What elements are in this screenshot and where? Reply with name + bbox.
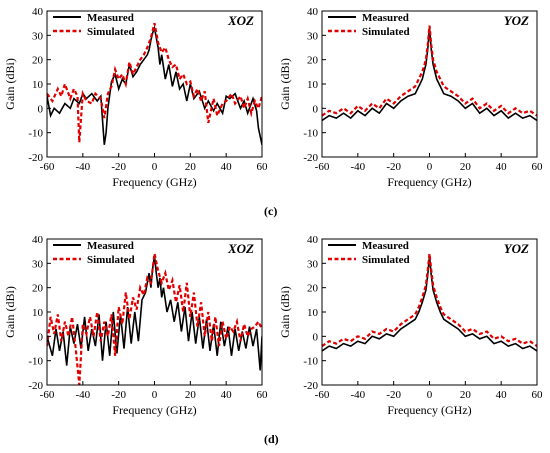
x-axis-label: Frequency (GHz) bbox=[112, 403, 196, 417]
y-tick-label: 20 bbox=[32, 283, 44, 295]
chart-title: YOZ bbox=[504, 13, 529, 28]
y-tick-label: 40 bbox=[32, 6, 44, 18]
y-axis-label: Gain (dBi) bbox=[3, 58, 17, 110]
series-simulated-line bbox=[47, 253, 262, 385]
x-tick-label: -60 bbox=[315, 389, 330, 401]
y-tick-label: 40 bbox=[32, 234, 44, 246]
chart-c-yoz-svg: -60 -40 -20 0 20 40 60 -20 -10 0 10 20 30 40 Frequency… bbox=[278, 6, 544, 189]
y-tick-label: 20 bbox=[32, 55, 44, 67]
y-tick-label: 10 bbox=[307, 307, 319, 319]
x-tick-label: 60 bbox=[257, 389, 269, 401]
series-measured-line bbox=[47, 255, 262, 371]
y-tick-label: -10 bbox=[28, 128, 43, 140]
x-tick-label: 40 bbox=[496, 389, 508, 401]
chart-d-xoz: -60 -40 -20 0 20 40 60 -20 -10 0 10 20 30 40 Frequency… bbox=[0, 228, 275, 428]
x-tick-label: 0 bbox=[427, 161, 433, 173]
x-tick-label: 0 bbox=[152, 389, 158, 401]
legend-label-measured: Measured bbox=[87, 12, 134, 24]
y-axis-label: Gain (dBi) bbox=[3, 286, 17, 338]
x-tick-label: 40 bbox=[221, 389, 233, 401]
y-tick-label: 0 bbox=[313, 331, 319, 343]
x-axis-label: Frequency (GHz) bbox=[387, 403, 471, 417]
y-tick-label: 30 bbox=[307, 258, 319, 270]
series-measured-line bbox=[322, 27, 537, 122]
y-tick-label: 10 bbox=[307, 79, 319, 91]
x-tick-label: -40 bbox=[75, 389, 90, 401]
x-tick-label: -60 bbox=[40, 161, 55, 173]
y-tick-label: -20 bbox=[303, 152, 318, 164]
x-axis-label: Frequency (GHz) bbox=[112, 175, 196, 189]
series-measured-line bbox=[47, 24, 262, 145]
chart-c-xoz-svg: -60 -40 -20 0 20 40 60 -20 -10 0 10 20 30 40 Frequency… bbox=[3, 6, 269, 189]
y-tick-label: 10 bbox=[32, 79, 44, 91]
chart-title: XOZ bbox=[227, 13, 254, 28]
y-tick-label: 40 bbox=[307, 234, 319, 246]
y-tick-label: 0 bbox=[313, 103, 319, 115]
chart-d-yoz: -60 -40 -20 0 20 40 60 -20 -10 0 10 20 30 40 Frequency… bbox=[275, 228, 550, 428]
x-tick-label: 40 bbox=[496, 161, 508, 173]
x-axis-label: Frequency (GHz) bbox=[387, 175, 471, 189]
legend-label-simulated: Simulated bbox=[362, 26, 410, 38]
chart-title: XOZ bbox=[227, 241, 254, 256]
x-tick-label: 40 bbox=[221, 161, 233, 173]
chart-d-xoz-svg: -60 -40 -20 0 20 40 60 -20 -10 0 10 20 30 40 Frequency… bbox=[3, 234, 269, 417]
x-tick-label: -60 bbox=[315, 161, 330, 173]
legend-label-simulated: Simulated bbox=[87, 254, 135, 266]
x-tick-label: 20 bbox=[185, 161, 197, 173]
y-tick-label: -10 bbox=[303, 128, 318, 140]
x-tick-label: -40 bbox=[350, 161, 365, 173]
y-tick-label: 20 bbox=[307, 55, 319, 67]
series-simulated-line bbox=[47, 22, 262, 143]
y-tick-label: 0 bbox=[38, 103, 44, 115]
legend-label-simulated: Simulated bbox=[87, 26, 135, 38]
y-tick-label: 20 bbox=[307, 283, 319, 295]
x-tick-label: -60 bbox=[40, 389, 55, 401]
y-tick-label: 30 bbox=[32, 258, 44, 270]
y-tick-label: -20 bbox=[303, 380, 318, 392]
y-tick-label: -20 bbox=[28, 380, 43, 392]
y-tick-label: 0 bbox=[38, 331, 44, 343]
y-tick-label: 40 bbox=[307, 6, 319, 18]
x-tick-label: 0 bbox=[152, 161, 158, 173]
legend-label-simulated: Simulated bbox=[362, 254, 410, 266]
x-tick-label: 0 bbox=[427, 389, 433, 401]
x-tick-label: 20 bbox=[185, 389, 197, 401]
y-tick-label: 30 bbox=[307, 30, 319, 42]
x-tick-label: -40 bbox=[350, 389, 365, 401]
legend-label-measured: Measured bbox=[87, 240, 134, 252]
x-tick-label: -20 bbox=[386, 161, 401, 173]
y-axis-label: Gain (dBi) bbox=[278, 286, 292, 338]
y-tick-label: -10 bbox=[303, 356, 318, 368]
y-axis-label: Gain (dBi) bbox=[278, 58, 292, 110]
chart-title: YOZ bbox=[504, 241, 529, 256]
y-tick-label: -20 bbox=[28, 152, 43, 164]
x-tick-label: -20 bbox=[386, 389, 401, 401]
x-tick-label: 20 bbox=[460, 389, 472, 401]
x-tick-label: 60 bbox=[532, 161, 544, 173]
caption-c: (c) bbox=[264, 204, 278, 218]
x-tick-label: -20 bbox=[111, 161, 126, 173]
legend-label-measured: Measured bbox=[362, 12, 409, 24]
x-tick-label: 20 bbox=[460, 161, 472, 173]
series-simulated-line bbox=[322, 253, 537, 348]
series-simulated-line bbox=[322, 25, 537, 117]
chart-c-yoz: -60 -40 -20 0 20 40 60 -20 -10 0 10 20 30 40 Frequency… bbox=[275, 0, 550, 200]
series-measured-line bbox=[322, 255, 537, 352]
caption-d: (d) bbox=[264, 432, 279, 446]
x-tick-label: -40 bbox=[75, 161, 90, 173]
x-tick-label: -20 bbox=[111, 389, 126, 401]
y-tick-label: 30 bbox=[32, 30, 44, 42]
chart-d-yoz-svg: -60 -40 -20 0 20 40 60 -20 -10 0 10 20 30 40 Frequency… bbox=[278, 234, 544, 417]
chart-c-xoz: -60 -40 -20 0 20 40 60 -20 -10 0 10 20 30 40 Frequency… bbox=[0, 0, 275, 200]
y-tick-label: -10 bbox=[28, 356, 43, 368]
y-tick-label: 10 bbox=[32, 307, 44, 319]
x-tick-label: 60 bbox=[257, 161, 269, 173]
x-tick-label: 60 bbox=[532, 389, 544, 401]
legend-label-measured: Measured bbox=[362, 240, 409, 252]
